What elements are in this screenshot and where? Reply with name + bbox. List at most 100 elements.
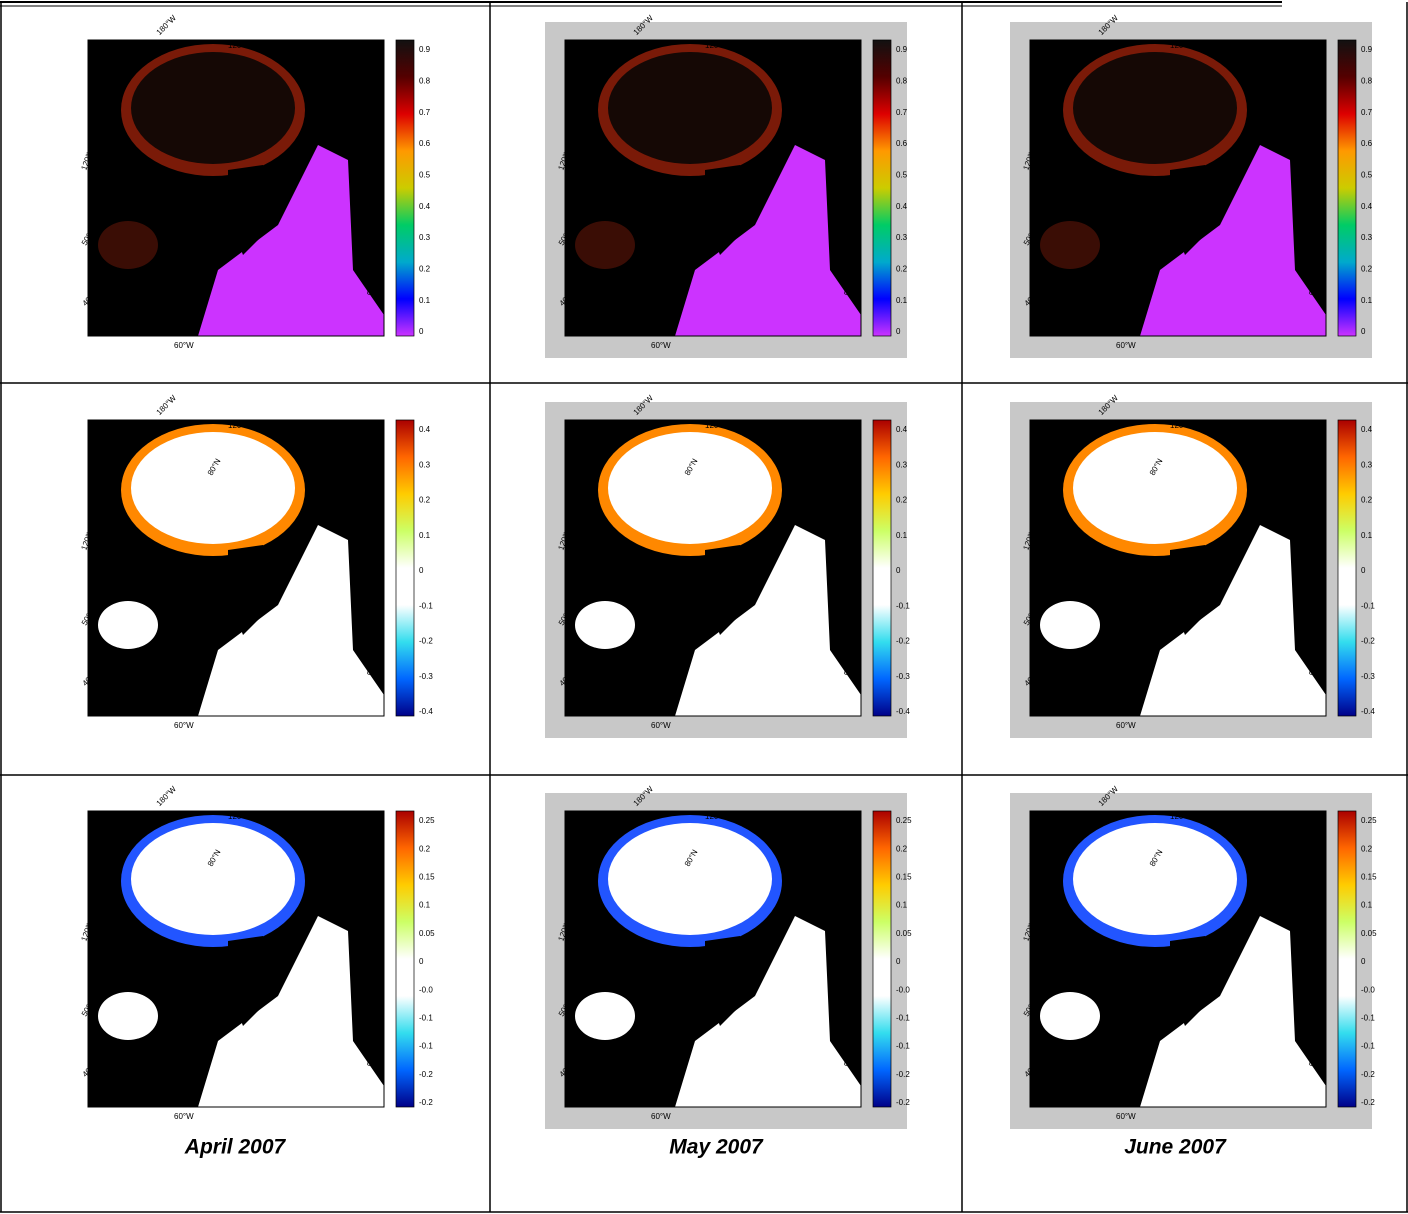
- colorbar-label: -0.2: [896, 1070, 910, 1079]
- map-label: 120°E: [228, 812, 250, 821]
- colorbar-label: 0.25: [896, 816, 912, 825]
- map-label: 60°W: [651, 341, 671, 350]
- colorbar-label: 0.2: [896, 496, 908, 505]
- map-label: 0°: [366, 1058, 375, 1066]
- colorbar-label: -0.1: [1361, 601, 1375, 610]
- colorbar-label: -0.4: [896, 707, 910, 716]
- bay-ice: [98, 601, 158, 649]
- colorbar-label: 0.7: [1361, 108, 1373, 117]
- bay-ice: [98, 221, 158, 269]
- arctic-ice: [1073, 52, 1237, 164]
- map-label: 60°W: [174, 341, 194, 350]
- colorbar-label: -0.3: [1361, 672, 1375, 681]
- map-label: 60°W: [174, 721, 194, 730]
- colorbar: [1337, 39, 1357, 337]
- colorbar-label: 0.3: [896, 460, 908, 469]
- colorbar-label: -0.0: [1361, 985, 1375, 994]
- map-border: [87, 39, 385, 337]
- bay-ice: [1040, 601, 1100, 649]
- map-border: [1029, 39, 1327, 337]
- colorbar-label: -0.1: [419, 1014, 433, 1023]
- colorbar-label: 0.3: [419, 233, 431, 242]
- map-label: 180°W: [155, 393, 179, 417]
- colorbar-label: 0.9: [419, 45, 431, 54]
- map-label: 120°E: [705, 812, 727, 821]
- arctic-ice: [131, 823, 295, 935]
- greenland: [705, 165, 745, 255]
- map-label: 60°W: [651, 721, 671, 730]
- map-sea: [675, 916, 861, 1107]
- arctic-ice: [608, 52, 772, 164]
- map-border: [87, 419, 385, 717]
- greenland: [1170, 165, 1210, 255]
- colorbar-label: 0.2: [419, 264, 431, 273]
- colorbar-label: 0.6: [1361, 139, 1373, 148]
- map-label: 0°: [1308, 667, 1317, 675]
- colorbar-label: 0.3: [1361, 233, 1373, 242]
- map-border: [87, 810, 385, 1108]
- map-sea: [198, 525, 384, 716]
- colorbar-label: 0.3: [1361, 460, 1373, 469]
- colorbar-label: 0.4: [1361, 202, 1373, 211]
- greenland: [1170, 545, 1210, 635]
- map-label: 120°E: [1170, 41, 1192, 50]
- colorbar-label: 0.4: [1361, 425, 1373, 434]
- bay-ice: [575, 601, 635, 649]
- colorbar-label: 0.4: [419, 425, 431, 434]
- colorbar-label: 0.5: [1361, 170, 1373, 179]
- colorbar-label: 0.1: [419, 531, 431, 540]
- colorbar-label: 0.4: [419, 202, 431, 211]
- map-sea: [1140, 916, 1326, 1107]
- arctic-ice: [131, 52, 295, 164]
- colorbar-label: 0: [896, 957, 901, 966]
- bay-ice: [575, 992, 635, 1040]
- greenland: [705, 545, 745, 635]
- map-panel: 180°W120°E60°E120°W50°N40°N60°W0°80°N0.4…: [1010, 393, 1375, 738]
- map-label: 60°E: [822, 453, 831, 470]
- colorbar: [872, 810, 892, 1108]
- map-label: 180°W: [155, 784, 179, 808]
- colorbar-label: 0.6: [896, 139, 908, 148]
- colorbar-label: -0.2: [419, 1098, 433, 1107]
- map-sea: [1140, 525, 1326, 716]
- greenland: [228, 936, 268, 1026]
- map-panel: 180°W120°E60°E120°W50°N40°N60°W0°80°N0.2…: [545, 784, 912, 1129]
- map-label: 60°E: [345, 453, 354, 470]
- colorbar-label: 0.15: [896, 873, 912, 882]
- colorbar-label: -0.2: [419, 1070, 433, 1079]
- colorbar-label: -0.2: [1361, 637, 1375, 646]
- colorbar-label: 0: [1361, 957, 1366, 966]
- bay-ice: [1040, 221, 1100, 269]
- map-label: 120°E: [705, 41, 727, 50]
- colorbar-label: -0.3: [896, 672, 910, 681]
- map-border: [1029, 419, 1327, 717]
- caption: May 2007: [669, 1136, 764, 1159]
- colorbar-label: -0.1: [896, 1014, 910, 1023]
- map-label: 120°E: [1170, 812, 1192, 821]
- colorbar-label: -0.4: [1361, 707, 1375, 716]
- map-label: 120°E: [705, 421, 727, 430]
- map-panel: 180°W120°E60°E120°W50°N40°N60°W0°0.90.80…: [79, 13, 430, 350]
- colorbar-label: 0.1: [1361, 901, 1373, 910]
- colorbar-label: 0.1: [896, 296, 908, 305]
- map-sea: [675, 525, 861, 716]
- greenland: [228, 545, 268, 635]
- colorbar-label: -0.1: [419, 1042, 433, 1051]
- colorbar-label: 0.3: [896, 233, 908, 242]
- caption: June 2007: [1124, 1136, 1227, 1159]
- colorbar-label: -0.0: [896, 985, 910, 994]
- map-label: 0°: [366, 667, 375, 675]
- map-panel: 180°W120°E60°E120°W50°N40°N60°W0°0.90.80…: [545, 13, 908, 358]
- colorbar-label: 0.05: [419, 929, 435, 938]
- colorbar-label: 0.9: [896, 45, 908, 54]
- colorbar-label: 0: [1361, 327, 1366, 336]
- bay-ice: [575, 221, 635, 269]
- colorbar-label: 0.2: [419, 496, 431, 505]
- colorbar-label: 0.8: [419, 76, 431, 85]
- map-label: 0°: [366, 287, 375, 295]
- map-sea: [198, 145, 384, 336]
- colorbar-label: 0: [419, 327, 424, 336]
- colorbar-label: 0.2: [1361, 264, 1373, 273]
